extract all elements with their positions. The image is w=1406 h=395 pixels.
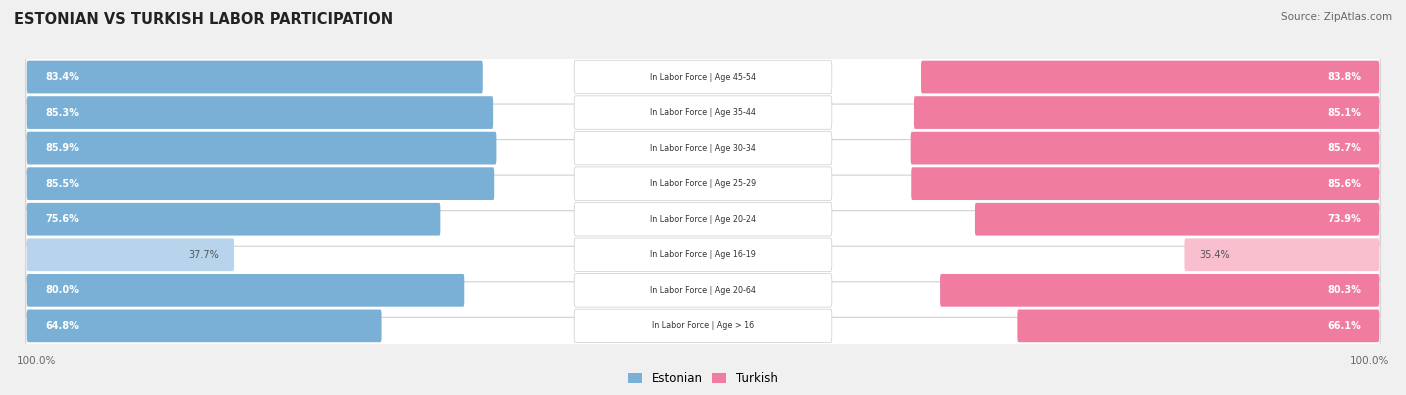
Text: Source: ZipAtlas.com: Source: ZipAtlas.com (1281, 12, 1392, 22)
Text: 85.9%: 85.9% (45, 143, 79, 153)
Text: 85.6%: 85.6% (1327, 179, 1361, 189)
FancyBboxPatch shape (974, 203, 1379, 235)
FancyBboxPatch shape (574, 309, 832, 342)
Text: 85.7%: 85.7% (1327, 143, 1361, 153)
Text: In Labor Force | Age 20-64: In Labor Force | Age 20-64 (650, 286, 756, 295)
FancyBboxPatch shape (27, 203, 440, 235)
FancyBboxPatch shape (574, 274, 832, 307)
Text: In Labor Force | Age > 16: In Labor Force | Age > 16 (652, 322, 754, 330)
FancyBboxPatch shape (27, 132, 496, 164)
Text: 35.4%: 35.4% (1199, 250, 1230, 260)
Text: 37.7%: 37.7% (188, 250, 219, 260)
FancyBboxPatch shape (921, 61, 1379, 93)
FancyBboxPatch shape (1184, 239, 1379, 271)
FancyBboxPatch shape (574, 60, 832, 94)
FancyBboxPatch shape (27, 274, 464, 307)
Text: 100.0%: 100.0% (1350, 356, 1389, 365)
FancyBboxPatch shape (574, 132, 832, 165)
Text: 85.5%: 85.5% (45, 179, 79, 189)
FancyBboxPatch shape (27, 61, 482, 93)
Text: 66.1%: 66.1% (1327, 321, 1361, 331)
Text: 64.8%: 64.8% (45, 321, 79, 331)
Text: 80.0%: 80.0% (45, 285, 79, 295)
Text: 85.1%: 85.1% (1327, 107, 1361, 118)
FancyBboxPatch shape (574, 238, 832, 271)
Text: In Labor Force | Age 45-54: In Labor Force | Age 45-54 (650, 73, 756, 81)
FancyBboxPatch shape (25, 228, 1381, 282)
Text: ESTONIAN VS TURKISH LABOR PARTICIPATION: ESTONIAN VS TURKISH LABOR PARTICIPATION (14, 12, 394, 27)
FancyBboxPatch shape (25, 121, 1381, 175)
FancyBboxPatch shape (25, 299, 1381, 353)
FancyBboxPatch shape (911, 167, 1379, 200)
Text: 75.6%: 75.6% (45, 214, 79, 224)
Text: 80.3%: 80.3% (1327, 285, 1361, 295)
Text: 83.4%: 83.4% (45, 72, 79, 82)
Text: 85.3%: 85.3% (45, 107, 79, 118)
FancyBboxPatch shape (25, 157, 1381, 211)
FancyBboxPatch shape (27, 239, 233, 271)
Text: 100.0%: 100.0% (17, 356, 56, 365)
FancyBboxPatch shape (27, 96, 494, 129)
FancyBboxPatch shape (574, 203, 832, 236)
Text: In Labor Force | Age 16-19: In Labor Force | Age 16-19 (650, 250, 756, 259)
Text: 83.8%: 83.8% (1327, 72, 1361, 82)
FancyBboxPatch shape (25, 263, 1381, 317)
Legend: Estonian, Turkish: Estonian, Turkish (628, 372, 778, 385)
FancyBboxPatch shape (25, 50, 1381, 104)
FancyBboxPatch shape (574, 167, 832, 200)
FancyBboxPatch shape (914, 96, 1379, 129)
Text: In Labor Force | Age 20-24: In Labor Force | Age 20-24 (650, 215, 756, 224)
FancyBboxPatch shape (27, 167, 495, 200)
FancyBboxPatch shape (25, 192, 1381, 246)
FancyBboxPatch shape (941, 274, 1379, 307)
Text: 73.9%: 73.9% (1327, 214, 1361, 224)
FancyBboxPatch shape (27, 310, 381, 342)
FancyBboxPatch shape (574, 96, 832, 129)
Text: In Labor Force | Age 30-34: In Labor Force | Age 30-34 (650, 144, 756, 152)
Text: In Labor Force | Age 35-44: In Labor Force | Age 35-44 (650, 108, 756, 117)
FancyBboxPatch shape (25, 86, 1381, 139)
FancyBboxPatch shape (1018, 310, 1379, 342)
FancyBboxPatch shape (911, 132, 1379, 164)
Text: In Labor Force | Age 25-29: In Labor Force | Age 25-29 (650, 179, 756, 188)
